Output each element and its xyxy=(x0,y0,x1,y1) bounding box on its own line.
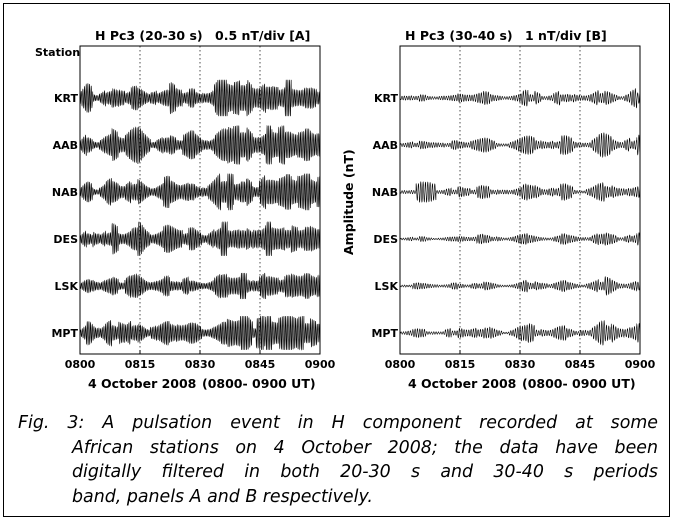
caption-line-3: digitally filtered in both 20-30 s and 3… xyxy=(72,462,658,482)
station-label-des: DES xyxy=(373,233,398,246)
panel-b-xlabel-date: 4 October 2008 xyxy=(408,376,516,391)
station-label-aab: AAB xyxy=(373,139,398,152)
x-tick-label-0830: 0830 xyxy=(505,358,536,371)
trace-krt xyxy=(79,79,321,117)
x-tick-label-0900: 0900 xyxy=(625,358,656,371)
trace-lsk xyxy=(399,276,641,296)
station-header: Station xyxy=(35,46,80,59)
station-label-nab: NAB xyxy=(52,186,78,199)
panel-b-station-labels: KRT AAB NAB DES LSK MPT xyxy=(371,92,398,340)
panel-a: H Pc3 (20-30 s) 0.5 nT/div [A] Station K… xyxy=(35,28,336,391)
trace-krt xyxy=(399,88,641,109)
trace-des xyxy=(399,232,641,246)
trace-mpt xyxy=(399,319,641,346)
station-label-aab: AAB xyxy=(53,139,78,152)
station-label-krt: KRT xyxy=(54,92,79,105)
panel-b-title-left: H Pc3 (30-40 s) xyxy=(405,28,513,43)
station-label-mpt: MPT xyxy=(371,327,398,340)
x-tick-label-0800: 0800 xyxy=(65,358,96,371)
figure-frame xyxy=(3,3,670,517)
x-tick-label-0815: 0815 xyxy=(445,358,476,371)
trace-nab xyxy=(399,181,641,203)
trace-mpt xyxy=(79,316,321,351)
trace-lsk xyxy=(79,272,321,300)
x-tick-label-0830: 0830 xyxy=(185,358,216,371)
panel-a-title-left: H Pc3 (20-30 s) xyxy=(95,28,203,43)
station-label-lsk: LSK xyxy=(55,280,79,293)
caption-line-4: band, panels A and B respectively. xyxy=(72,486,373,507)
panel-b: H Pc3 (30-40 s) 1 nT/div [B] KRT AAB NAB DE… xyxy=(371,28,655,391)
panel-a-gridlines xyxy=(139,46,261,354)
station-label-krt: KRT xyxy=(374,92,399,105)
trace-des xyxy=(79,221,321,256)
station-label-des: DES xyxy=(53,233,78,246)
panel-b-gridlines xyxy=(459,46,581,354)
caption-line-2: African stations on 4 October 2008; the … xyxy=(72,437,658,458)
x-tick-label-0800: 0800 xyxy=(385,358,416,371)
panel-a-x-ticks: 0800 0815 0830 0845 0900 xyxy=(65,350,336,371)
trace-aab xyxy=(79,124,321,165)
station-label-nab: NAB xyxy=(372,186,398,199)
panel-a-traces xyxy=(79,79,321,351)
caption-line-1: Fig. 3: A pulsation event in H component… xyxy=(18,413,658,433)
panel-a-station-labels: KRT AAB NAB DES LSK MPT xyxy=(51,92,78,340)
trace-aab xyxy=(399,132,641,158)
panel-a-xlabel-date: 4 October 2008 xyxy=(88,376,196,391)
panel-b-xlabel-range: (0800- 0900 UT) xyxy=(522,376,636,391)
station-label-lsk: LSK xyxy=(375,280,399,293)
panel-b-title-right: 1 nT/div [B] xyxy=(525,28,607,43)
x-tick-label-0845: 0845 xyxy=(565,358,596,371)
figure: H Pc3 (20-30 s) 0.5 nT/div [A] Station K… xyxy=(35,28,656,391)
panel-b-traces xyxy=(399,88,641,346)
trace-nab xyxy=(79,173,321,211)
station-label-mpt: MPT xyxy=(51,327,78,340)
x-tick-label-0900: 0900 xyxy=(305,358,336,371)
panel-a-title-right: 0.5 nT/div [A] xyxy=(215,28,310,43)
x-tick-label-0845: 0845 xyxy=(245,358,276,371)
amplitude-ylabel: Amplitude (nT) xyxy=(341,149,356,255)
panel-b-x-ticks: 0800 0815 0830 0845 0900 xyxy=(385,350,656,371)
x-tick-label-0815: 0815 xyxy=(125,358,156,371)
panel-a-xlabel-range: (0800- 0900 UT) xyxy=(202,376,316,391)
figure-caption: Fig. 3: A pulsation event in H component… xyxy=(18,411,658,509)
